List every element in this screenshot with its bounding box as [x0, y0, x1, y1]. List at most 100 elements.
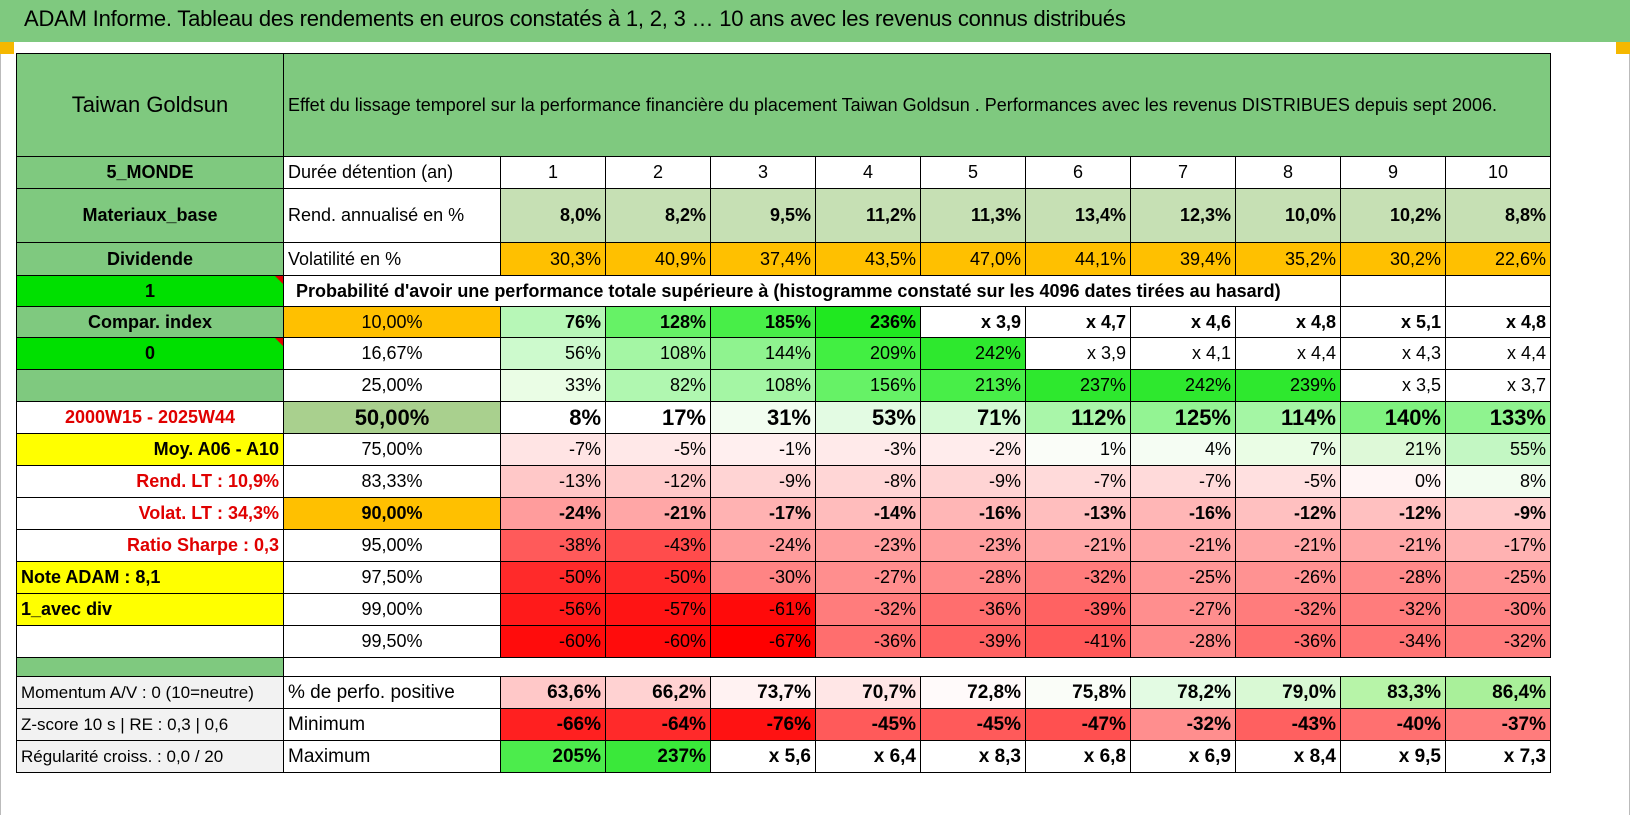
- period-label: 2000W15 - 2025W44: [16, 401, 284, 434]
- percentile-cell: -41%: [1025, 625, 1131, 658]
- flag-zero-cell[interactable]: 0: [16, 337, 284, 370]
- percentile-cell: 128%: [605, 306, 711, 338]
- percentile-cell: -14%: [815, 497, 921, 530]
- percentile-cell: -32%: [815, 593, 921, 626]
- year-header: 4: [815, 156, 921, 189]
- percentile-cell: -32%: [1235, 593, 1341, 626]
- minimum-label: Minimum: [283, 708, 501, 741]
- maximum-cell: x 8,4: [1235, 740, 1341, 773]
- maximum-cell: 205%: [500, 740, 606, 773]
- percentile-cell: 4%: [1130, 433, 1236, 466]
- volat-cell: 40,9%: [605, 242, 711, 276]
- percentile-cell: -5%: [605, 433, 711, 466]
- percentile-cell: -38%: [500, 529, 606, 562]
- percentile-cell: -30%: [1445, 593, 1551, 626]
- percentile-cell: -12%: [605, 465, 711, 498]
- percentile-label: 83,33%: [283, 465, 501, 498]
- minimum-cell: -40%: [1340, 708, 1446, 741]
- percentile-cell: 156%: [815, 369, 921, 402]
- empty-cell: [1340, 275, 1446, 307]
- percentile-cell: x 4,7: [1025, 306, 1131, 338]
- maximum-cell: x 6,8: [1025, 740, 1131, 773]
- volat-cell: 44,1%: [1025, 242, 1131, 276]
- percentile-cell: 112%: [1025, 401, 1131, 434]
- percentile-cell: -24%: [500, 497, 606, 530]
- table-description: Effet du lissage temporel sur la perform…: [283, 53, 1551, 157]
- percentile-cell: -17%: [710, 497, 816, 530]
- percentile-cell: x 4,4: [1235, 337, 1341, 370]
- percentile-cell: -36%: [920, 593, 1026, 626]
- percentile-cell: 242%: [920, 337, 1026, 370]
- percentile-cell: 108%: [605, 337, 711, 370]
- minimum-cell: -43%: [1235, 708, 1341, 741]
- year-header: 3: [710, 156, 816, 189]
- percentile-cell: -9%: [920, 465, 1026, 498]
- rend-label: Rend. annualisé en %: [283, 188, 501, 243]
- percentile-cell: 144%: [710, 337, 816, 370]
- percentile-cell: -5%: [1235, 465, 1341, 498]
- percentile-label: 99,50%: [283, 625, 501, 658]
- spacer-cell: [283, 657, 1551, 677]
- percentile-cell: 1%: [1025, 433, 1131, 466]
- minimum-cell: -32%: [1130, 708, 1236, 741]
- flag-one-cell[interactable]: 1: [16, 275, 284, 307]
- percentile-cell: x 4,6: [1130, 306, 1236, 338]
- percentile-cell: -16%: [1130, 497, 1236, 530]
- minimum-cell: -47%: [1025, 708, 1131, 741]
- percentile-cell: x 5,1: [1340, 306, 1446, 338]
- percentile-cell: 7%: [1235, 433, 1341, 466]
- percentile-cell: 242%: [1130, 369, 1236, 402]
- percentile-cell: -17%: [1445, 529, 1551, 562]
- positive-cell: 78,2%: [1130, 676, 1236, 709]
- percentile-cell: x 3,5: [1340, 369, 1446, 402]
- volat-lt-label: Volat. LT : 34,3%: [16, 497, 284, 530]
- percentile-cell: -50%: [605, 561, 711, 594]
- percentile-cell: 237%: [1025, 369, 1131, 402]
- percentile-cell: -27%: [815, 561, 921, 594]
- minimum-cell: -45%: [815, 708, 921, 741]
- percentile-cell: -34%: [1340, 625, 1446, 658]
- percentile-cell: 114%: [1235, 401, 1341, 434]
- momentum-label: Momentum A/V : 0 (10=neutre): [16, 676, 284, 709]
- volat-cell: 35,2%: [1235, 242, 1341, 276]
- rend-cell: 10,2%: [1340, 188, 1446, 243]
- percentile-cell: -21%: [1340, 529, 1446, 562]
- percentile-cell: -23%: [815, 529, 921, 562]
- percentile-cell: x 4,8: [1445, 306, 1551, 338]
- percentile-cell: 239%: [1235, 369, 1341, 402]
- rend-cell: 10,0%: [1235, 188, 1341, 243]
- volat-cell: 39,4%: [1130, 242, 1236, 276]
- percentile-cell: 125%: [1130, 401, 1236, 434]
- compar-index-label: Compar. index: [16, 306, 284, 338]
- zscore-label: Z-score 10 s | RE : 0,3 | 0,6: [16, 708, 284, 741]
- percentile-cell: -24%: [710, 529, 816, 562]
- year-header: 2: [605, 156, 711, 189]
- maximum-cell: x 6,9: [1130, 740, 1236, 773]
- rend-cell: 11,3%: [920, 188, 1026, 243]
- percentile-label: 16,67%: [283, 337, 501, 370]
- percentile-cell: x 3,7: [1445, 369, 1551, 402]
- percentile-cell: 8%: [1445, 465, 1551, 498]
- rend-cell: 9,5%: [710, 188, 816, 243]
- fund-name: Taiwan Goldsun: [16, 53, 284, 157]
- percentile-cell: -16%: [920, 497, 1026, 530]
- percentile-cell: -21%: [1130, 529, 1236, 562]
- sharpe-label: Ratio Sharpe : 0,3: [16, 529, 284, 562]
- rend-cell: 11,2%: [815, 188, 921, 243]
- percentile-cell: 133%: [1445, 401, 1551, 434]
- percentile-cell: x 4,8: [1235, 306, 1341, 338]
- percentile-cell: x 4,3: [1340, 337, 1446, 370]
- empty-cell: [16, 369, 284, 402]
- percentile-cell: 71%: [920, 401, 1026, 434]
- percentile-cell: -25%: [1445, 561, 1551, 594]
- percentile-cell: 76%: [500, 306, 606, 338]
- volat-cell: 30,3%: [500, 242, 606, 276]
- percentile-cell: -32%: [1340, 593, 1446, 626]
- positive-cell: 79,0%: [1235, 676, 1341, 709]
- maximum-cell: x 5,6: [710, 740, 816, 773]
- year-header: 5: [920, 156, 1026, 189]
- year-header: 10: [1445, 156, 1551, 189]
- percentile-cell: 82%: [605, 369, 711, 402]
- percentile-cell: 55%: [1445, 433, 1551, 466]
- percentile-cell: -23%: [920, 529, 1026, 562]
